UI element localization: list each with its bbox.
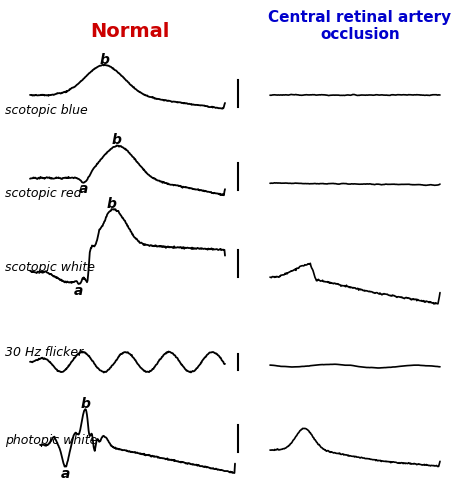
- Text: scotopic red: scotopic red: [5, 186, 82, 200]
- Text: Normal: Normal: [91, 22, 170, 41]
- Text: b: b: [100, 53, 110, 67]
- Text: a: a: [61, 467, 70, 481]
- Text: b: b: [80, 397, 90, 411]
- Text: b: b: [107, 197, 117, 211]
- Text: photopic white: photopic white: [5, 433, 97, 447]
- Text: scotopic blue: scotopic blue: [5, 104, 88, 117]
- Text: scotopic white: scotopic white: [5, 260, 95, 273]
- Text: a: a: [74, 284, 83, 298]
- Text: a: a: [79, 182, 88, 196]
- Text: b: b: [112, 133, 121, 147]
- Text: 30 Hz flicker: 30 Hz flicker: [5, 346, 83, 359]
- Text: Central retinal artery
occlusion: Central retinal artery occlusion: [268, 10, 452, 42]
